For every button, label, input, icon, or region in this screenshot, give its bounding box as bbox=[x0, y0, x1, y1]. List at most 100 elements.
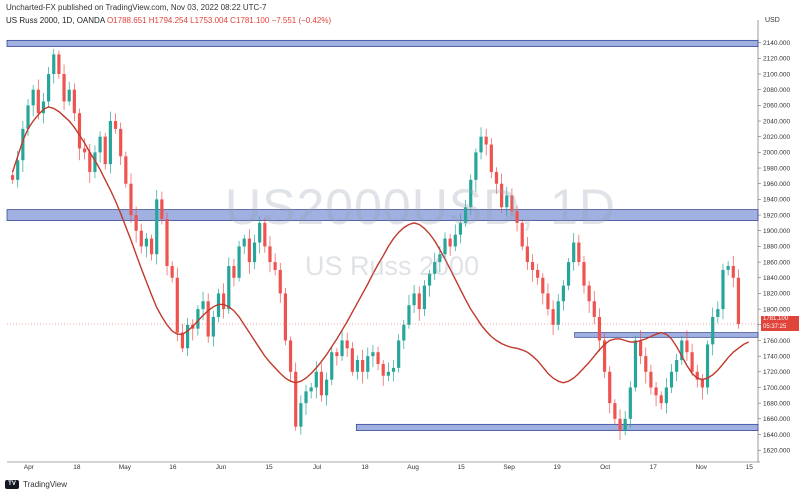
x-tick-label: Nov bbox=[695, 464, 707, 471]
y-tick-label: 2040.000 bbox=[763, 118, 790, 125]
candle-body bbox=[690, 352, 694, 372]
moving-average-line bbox=[11, 106, 749, 384]
candle-body bbox=[680, 340, 684, 361]
candle-body bbox=[505, 195, 509, 208]
candle-body bbox=[155, 199, 159, 255]
candle-body bbox=[165, 218, 169, 267]
x-tick-label: Jun bbox=[216, 464, 227, 471]
candle-body bbox=[536, 269, 540, 278]
candle-body bbox=[577, 242, 581, 263]
candle-body bbox=[252, 242, 257, 263]
horizontal-zone bbox=[355, 423, 759, 431]
x-tick-label: 15 bbox=[265, 464, 273, 471]
candle-body bbox=[639, 340, 643, 357]
candle-body bbox=[52, 54, 56, 75]
candle-body bbox=[299, 403, 303, 427]
candle-body bbox=[232, 266, 236, 278]
candle-body bbox=[443, 238, 447, 255]
candle-body bbox=[623, 418, 627, 431]
candle-body bbox=[685, 340, 689, 353]
candle-body bbox=[283, 293, 288, 341]
y-tick-label: 1980.000 bbox=[763, 165, 790, 172]
candle-body bbox=[448, 238, 452, 247]
last-price: 1781.100 bbox=[763, 316, 789, 322]
candle-body bbox=[309, 387, 313, 392]
candle-body bbox=[278, 269, 282, 294]
x-tick-label: 18 bbox=[73, 464, 81, 471]
candle-body bbox=[520, 222, 524, 247]
y-tick-label: 2120.000 bbox=[763, 56, 790, 63]
x-tick-label: 16 bbox=[169, 464, 177, 471]
bar-countdown: 05:37:25 bbox=[763, 323, 787, 330]
y-tick-label: 1700.000 bbox=[763, 385, 790, 392]
candle-body bbox=[304, 391, 308, 404]
candle-body bbox=[350, 348, 354, 372]
candle-body bbox=[391, 367, 396, 372]
candle-body bbox=[736, 277, 741, 324]
candle-body bbox=[556, 301, 560, 325]
y-tick-label: 1740.000 bbox=[763, 353, 790, 360]
candle-body bbox=[479, 136, 483, 153]
candle-body bbox=[170, 266, 174, 278]
horizontal-zone bbox=[6, 39, 759, 47]
candle-body bbox=[335, 352, 339, 357]
candle-body bbox=[669, 371, 674, 388]
candle-body bbox=[139, 230, 143, 247]
candle-body bbox=[242, 238, 246, 247]
candle-body bbox=[386, 371, 390, 376]
x-tick-label: Jul bbox=[313, 464, 322, 471]
candle-body bbox=[124, 156, 128, 184]
candle-body bbox=[458, 222, 463, 235]
candle-body bbox=[412, 293, 416, 306]
y-tick-label: 1660.000 bbox=[763, 416, 790, 423]
candle-body bbox=[201, 301, 205, 310]
candle-body bbox=[98, 136, 102, 153]
candle-body bbox=[633, 340, 638, 388]
y-tick-label: 1640.000 bbox=[763, 432, 790, 439]
currency-label: USD bbox=[765, 17, 780, 24]
candle-body bbox=[366, 356, 370, 372]
candle-body bbox=[675, 360, 679, 372]
x-tick-label: Aug bbox=[407, 464, 419, 471]
candle-body bbox=[180, 332, 185, 349]
candle-body bbox=[227, 266, 231, 310]
candle-body bbox=[113, 121, 118, 129]
candle-body bbox=[361, 360, 365, 372]
candle-body bbox=[731, 266, 735, 278]
candle-body bbox=[186, 324, 190, 349]
candle-body bbox=[206, 301, 210, 337]
candle-body bbox=[175, 277, 179, 333]
y-tick-label: 1860.000 bbox=[763, 259, 790, 266]
y-tick-label: 1800.000 bbox=[763, 306, 790, 313]
candle-body bbox=[417, 293, 421, 310]
candle-body bbox=[108, 121, 112, 165]
candle-body bbox=[93, 152, 97, 172]
y-tick-label: 1680.000 bbox=[763, 400, 790, 407]
candle-body bbox=[726, 266, 730, 270]
candle-body bbox=[381, 363, 385, 376]
y-tick-label: 1920.000 bbox=[763, 212, 790, 219]
candle-body bbox=[36, 89, 40, 114]
candle-body bbox=[608, 371, 612, 404]
candle-body bbox=[489, 144, 493, 172]
candle-body bbox=[345, 340, 349, 349]
zone-label: Ź6c851 bbox=[10, 29, 32, 36]
y-tick-label: 2100.000 bbox=[763, 71, 790, 78]
candle-body bbox=[294, 371, 298, 427]
tradingview-footer[interactable]: TV TradingView bbox=[5, 480, 67, 489]
last-price-tag: 1781.100 05:37:25 bbox=[761, 316, 799, 331]
candle-body bbox=[330, 352, 334, 380]
candle-body bbox=[314, 371, 318, 388]
candle-body bbox=[474, 152, 478, 180]
x-tick-label: 15 bbox=[746, 464, 754, 471]
candle-body bbox=[371, 352, 375, 357]
watermark-symbol: US2000USD, 1D bbox=[225, 179, 616, 235]
y-tick-label: 1900.000 bbox=[763, 228, 790, 235]
candle-body bbox=[149, 238, 154, 255]
candle-body bbox=[566, 262, 571, 286]
x-tick-label: Apr bbox=[24, 464, 35, 471]
tradingview-brand: TradingView bbox=[23, 480, 68, 489]
candle-body bbox=[463, 207, 468, 223]
